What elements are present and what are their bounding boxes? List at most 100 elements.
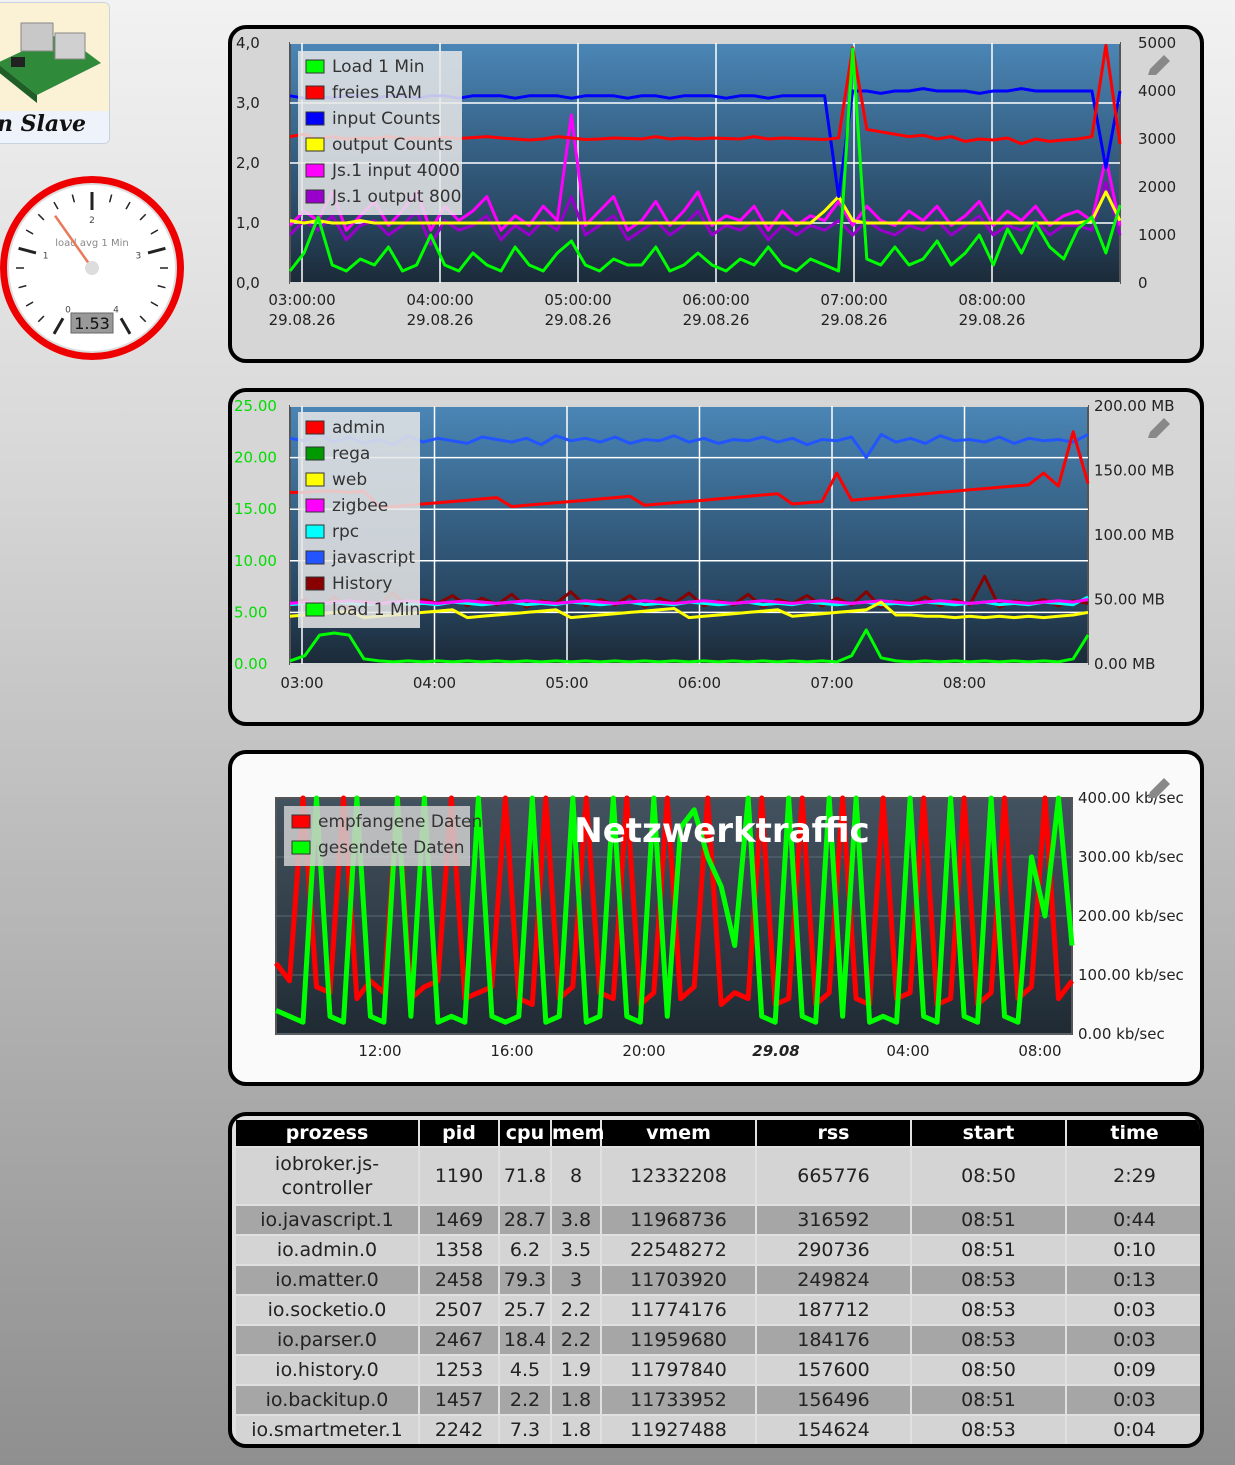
process-table: prozess pid cpu mem vmem rss start time … [234, 1118, 1200, 1444]
series-line [289, 628, 1090, 664]
legend-label: Js.1 input 4000 [331, 161, 460, 181]
pencil-icon[interactable] [1142, 49, 1176, 83]
column-header-prozess[interactable]: prozess [236, 1120, 418, 1146]
x-tick-label: 04:00 [886, 1042, 929, 1060]
table-row: io.matter.0 2458 79.3 3 11703920 249824 … [236, 1266, 1200, 1294]
cpu-cell: 4.5 [500, 1356, 550, 1384]
x-tick-label: 04:00 [413, 674, 456, 692]
process-name-cell: io.socketio.0 [236, 1296, 418, 1324]
chart-legend [284, 806, 470, 866]
network-traffic-chart[interactable]: 12:00 16:00 20:00 29.08 04:00 08:00 0.00 kb/se… [232, 754, 1204, 1086]
y-right-tick-label: 300.00 kb/sec [1078, 848, 1184, 866]
legend-label: Load 1 Min [332, 57, 425, 77]
legend-swatch [305, 524, 325, 539]
time-cell: 0:03 [1067, 1386, 1200, 1414]
y-right-tick-label: 0.00 MB [1094, 655, 1155, 673]
vmem-cell: 22548272 [602, 1236, 755, 1264]
pid-cell: 1190 [420, 1148, 498, 1204]
x-tick-label: 05:00:00 [544, 291, 611, 309]
process-name-line: iobroker.js- [274, 1153, 380, 1175]
pencil-icon[interactable] [1142, 412, 1176, 446]
start-cell: 08:53 [912, 1326, 1065, 1354]
vmem-cell: 11703920 [602, 1266, 755, 1294]
device-label: n Slave [0, 111, 86, 137]
x-tick-date: 29.08.26 [959, 311, 1026, 329]
x-tick-date: 29.08.26 [545, 311, 612, 329]
column-header-vmem[interactable]: vmem [602, 1120, 755, 1146]
y-left-tick-label: 10.00 [234, 552, 277, 570]
legend-swatch [305, 550, 325, 565]
legend-label: gesendete Daten [318, 838, 465, 858]
vmem-cell: 11959680 [602, 1326, 755, 1354]
x-tick-label: 03:00:00 [268, 291, 335, 309]
gauge-tick [157, 284, 166, 289]
process-name-cell: io.smartmeter.1 [236, 1416, 418, 1444]
legend-swatch [305, 472, 325, 487]
y-left-tick-label: 4,0 [236, 34, 260, 52]
x-tick-label: 08:00:00 [958, 291, 1025, 309]
gauge-tick-label: 3 [135, 252, 141, 262]
x-tick-label: 05:00 [545, 674, 588, 692]
start-cell: 08:53 [912, 1266, 1065, 1294]
gauge-value: 1.53 [74, 314, 110, 333]
gauge-tick [25, 301, 34, 307]
y-left-tick-label: 5.00 [234, 603, 267, 621]
y-right-tick-label: 50.00 MB [1094, 591, 1165, 609]
rss-cell: 156496 [757, 1386, 910, 1414]
y-left-tick-label: 0.00 [234, 655, 267, 673]
system-load-chart-panel: 03:00:00 29.08.26 04:00:00 29.08.26 05:00:00… [228, 25, 1204, 363]
table-row: io.javascript.1 1469 28.7 3.8 11968736 3… [236, 1206, 1200, 1234]
legend-label: load 1 Min [332, 600, 420, 620]
adapter-memory-chart[interactable]: 03:00 04:00 05:00 06:00 07:00 08:00 0.00 5.00 10… [232, 392, 1204, 726]
gauge-hub [85, 261, 99, 275]
x-tick-label: 07:00 [810, 674, 853, 692]
rss-cell: 184176 [757, 1326, 910, 1354]
y-right-tick-label: 1000 [1138, 226, 1176, 244]
legend-label: input Counts [332, 109, 441, 129]
series-line [289, 574, 1089, 610]
column-header-pid[interactable]: pid [420, 1120, 498, 1146]
pencil-icon[interactable] [1142, 772, 1176, 806]
gauge-tick [139, 213, 147, 221]
column-header-time[interactable]: time [1067, 1120, 1200, 1146]
gauge-tick [150, 229, 159, 235]
y-right-tick-label: 4000 [1138, 82, 1176, 100]
column-header-start[interactable]: start [912, 1120, 1065, 1146]
legend-swatch [291, 840, 311, 855]
rss-cell: 154624 [757, 1416, 910, 1444]
rss-cell: 249824 [757, 1266, 910, 1294]
table-row: io.socketio.0 2507 25.7 2.2 11774176 187… [236, 1296, 1200, 1324]
gauge-tick [25, 229, 34, 235]
system-load-chart[interactable]: 03:00:00 29.08.26 04:00:00 29.08.26 05:00:00… [232, 29, 1204, 363]
x-tick-date: 29.08.26 [821, 311, 888, 329]
table-row: iobroker.js-controller 1190 71.8 8 12332… [236, 1148, 1200, 1204]
cpu-cell: 71.8 [500, 1148, 550, 1204]
process-name-cell: iobroker.js-controller [236, 1148, 418, 1204]
column-header-rss[interactable]: rss [757, 1120, 910, 1146]
x-tick-label: 12:00 [358, 1042, 401, 1060]
gauge-value-box [70, 312, 114, 334]
x-tick-label: 08:00 [1018, 1042, 1061, 1060]
series-line [289, 598, 1089, 605]
gauge-tick [108, 194, 113, 203]
vmem-cell: 11968736 [602, 1206, 755, 1234]
time-cell: 0:03 [1067, 1326, 1200, 1354]
vmem-cell: 11797840 [602, 1356, 755, 1384]
legend-swatch [305, 163, 325, 178]
mem-cell: 1.9 [552, 1356, 600, 1384]
y-right-tick-label: 100.00 kb/sec [1078, 966, 1184, 984]
adapter-memory-chart-panel: 03:00 04:00 05:00 06:00 07:00 08:00 0.00 5.00 10… [228, 388, 1204, 726]
raspberry-pi-image [0, 3, 109, 111]
cpu-cell: 6.2 [500, 1236, 550, 1264]
series-line [289, 190, 1122, 225]
start-cell: 08:53 [912, 1416, 1065, 1444]
column-header-cpu[interactable]: cpu [500, 1120, 550, 1146]
cpu-cell: 28.7 [500, 1206, 550, 1234]
table-row: io.admin.0 1358 6.2 3.5 22548272 290736 … [236, 1236, 1200, 1264]
y-left-tick-label: 3,0 [236, 94, 260, 112]
mem-cell: 3.8 [552, 1206, 600, 1234]
gauge-label: load avg 1 Min [55, 238, 128, 249]
column-header-mem[interactable]: mem [552, 1120, 605, 1146]
gauge-tick [18, 246, 37, 255]
device-tile[interactable]: n Slave [0, 2, 110, 144]
